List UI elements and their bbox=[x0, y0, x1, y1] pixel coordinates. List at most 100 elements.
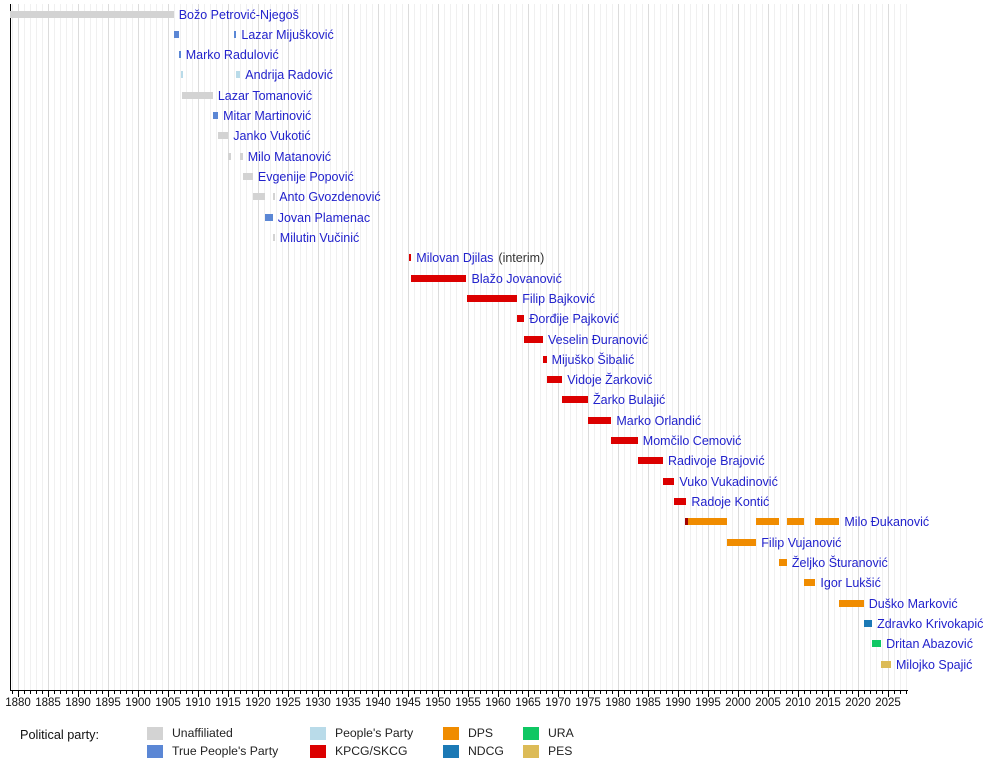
pm-name-label: Veselin Đuranović bbox=[548, 332, 649, 347]
pm-row: Veselin Đuranović bbox=[0, 329, 1000, 350]
pm-name-label: Lazar Tomanović bbox=[217, 88, 313, 103]
pm-name-label: Milojko Spajić bbox=[896, 657, 973, 672]
axis-tick bbox=[492, 691, 493, 694]
term-bar bbox=[863, 619, 873, 627]
axis-tick bbox=[168, 691, 169, 697]
gridline bbox=[264, 4, 265, 690]
gridline bbox=[624, 4, 625, 690]
axis-tick bbox=[42, 691, 43, 694]
axis-tick bbox=[102, 691, 103, 694]
pm-name-label: Milo Đukanović bbox=[844, 515, 930, 530]
axis-tick bbox=[282, 691, 283, 694]
gridline bbox=[468, 4, 469, 690]
gridline bbox=[324, 4, 325, 690]
term-bar bbox=[815, 518, 840, 526]
term-bar bbox=[803, 579, 816, 587]
term-bar bbox=[228, 152, 231, 160]
axis-tick bbox=[210, 691, 211, 694]
term-bar bbox=[674, 498, 687, 505]
pm-label: Andrija Radović bbox=[245, 64, 333, 85]
pm-row: Evgenije Popović bbox=[0, 166, 1000, 187]
pm-label: Anto Gvozdenović bbox=[279, 186, 380, 207]
term-bar bbox=[264, 213, 273, 221]
legend-item-label: KPCG/SKCG bbox=[335, 744, 408, 758]
axis-tick bbox=[54, 691, 55, 694]
axis-tick-label: 2005 bbox=[755, 697, 781, 709]
term-bar bbox=[839, 599, 864, 607]
axis-tick bbox=[132, 691, 133, 694]
gridline bbox=[792, 4, 793, 690]
gridline bbox=[630, 4, 631, 690]
axis-tick bbox=[786, 691, 787, 694]
axis-tick bbox=[294, 691, 295, 694]
axis-tick bbox=[588, 691, 589, 697]
pm-row: Željko Šturanović bbox=[0, 552, 1000, 573]
pm-row: Vuko Vukadinović bbox=[0, 471, 1000, 492]
gridline bbox=[486, 4, 487, 690]
gridline bbox=[222, 4, 223, 690]
axis-tick-label: 1920 bbox=[245, 697, 271, 709]
pm-name-label: Jovan Plamenac bbox=[277, 210, 371, 225]
term-bar bbox=[726, 538, 757, 546]
gridline bbox=[660, 4, 661, 690]
gridline bbox=[654, 4, 655, 690]
gridline bbox=[840, 4, 841, 690]
pm-label: Filip Vujanović bbox=[761, 532, 841, 553]
gridline bbox=[606, 4, 607, 690]
axis-tick bbox=[24, 691, 25, 694]
axis-tick bbox=[828, 691, 829, 697]
axis-tick bbox=[72, 691, 73, 694]
pm-row: Žarko Bulajić bbox=[0, 389, 1000, 410]
axis-tick bbox=[156, 691, 157, 694]
gridline bbox=[708, 4, 709, 690]
pm-label: Lazar Tomanović bbox=[218, 85, 312, 106]
axis-tick bbox=[900, 691, 901, 694]
gridline bbox=[510, 4, 511, 690]
gridline bbox=[612, 4, 613, 690]
pm-label: Radoje Kontić bbox=[691, 491, 769, 512]
axis-tick bbox=[378, 691, 379, 697]
axis-tick bbox=[630, 691, 631, 694]
axis-tick bbox=[690, 691, 691, 694]
axis-tick-label: 1955 bbox=[455, 697, 481, 709]
pm-name-label: Milo Matanović bbox=[247, 149, 332, 164]
axis-tick bbox=[306, 691, 307, 694]
pm-row: Marko Orlandić bbox=[0, 410, 1000, 431]
axis-tick bbox=[798, 691, 799, 697]
gridline bbox=[126, 4, 127, 690]
term-bar bbox=[240, 152, 243, 160]
term-bar bbox=[524, 335, 543, 343]
axis-tick bbox=[762, 691, 763, 694]
axis-tick bbox=[78, 691, 79, 697]
axis-tick bbox=[318, 691, 319, 697]
pm-name-label: Radoje Kontić bbox=[691, 495, 770, 509]
pm-row: Filip Vujanović bbox=[0, 532, 1000, 553]
pm-name-label: Radivoje Brajović bbox=[668, 454, 765, 469]
axis-tick bbox=[750, 691, 751, 694]
axis-tick bbox=[144, 691, 145, 694]
axis-tick bbox=[678, 691, 679, 697]
gridline bbox=[726, 4, 727, 690]
gridline bbox=[750, 4, 751, 690]
gridline bbox=[120, 4, 121, 690]
pm-name-label: Momčilo Cemović bbox=[642, 434, 742, 449]
axis-tick bbox=[258, 691, 259, 697]
axis-tick bbox=[270, 691, 271, 694]
gridline bbox=[552, 4, 553, 690]
axis-tick bbox=[888, 691, 889, 697]
term-bar bbox=[181, 91, 213, 99]
gridline bbox=[108, 4, 109, 690]
axis-tick bbox=[480, 691, 481, 694]
axis-tick-label: 1895 bbox=[95, 697, 121, 709]
gridline bbox=[786, 4, 787, 690]
pm-name-label: Evgenije Popović bbox=[257, 170, 354, 184]
axis-tick bbox=[324, 691, 325, 694]
gridline bbox=[246, 4, 247, 690]
axis-tick-label: 1950 bbox=[425, 697, 451, 709]
axis-tick-label: 1970 bbox=[545, 697, 571, 709]
pm-label: Milojko Spajić bbox=[896, 654, 972, 675]
legend-item-label: Unaffiliated bbox=[172, 726, 233, 740]
term-bar bbox=[242, 173, 253, 180]
gridline bbox=[774, 4, 775, 690]
gridline bbox=[156, 4, 157, 690]
